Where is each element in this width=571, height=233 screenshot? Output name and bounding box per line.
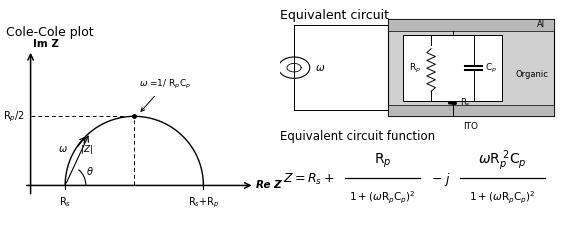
Text: C$_p$: C$_p$ [485, 62, 497, 75]
Text: $|Z|$: $|Z|$ [81, 143, 93, 156]
Text: $-\ j$: $-\ j$ [431, 171, 451, 188]
Bar [403, 35, 502, 101]
Bar [388, 19, 554, 116]
Text: Equivalent circuit function: Equivalent circuit function [280, 130, 435, 143]
Text: ITO: ITO [464, 122, 478, 130]
Text: R$_s$: R$_s$ [460, 97, 471, 109]
Text: $\theta$: $\theta$ [86, 165, 94, 177]
Text: Organic: Organic [515, 70, 548, 79]
Bar [388, 19, 554, 31]
Text: Cole-Cole plot: Cole-Cole plot [6, 26, 93, 39]
Text: $1+(\omega\mathrm{R}_p\mathrm{C}_p)^2$: $1+(\omega\mathrm{R}_p\mathrm{C}_p)^2$ [469, 190, 536, 206]
Text: $1+(\omega\mathrm{R}_p\mathrm{C}_p)^2$: $1+(\omega\mathrm{R}_p\mathrm{C}_p)^2$ [349, 190, 416, 206]
Text: R$_p$/2: R$_p$/2 [3, 109, 25, 123]
Text: R$_s$+R$_p$: R$_s$+R$_p$ [187, 195, 219, 209]
Text: $\omega$ =1/ R$_p$C$_p$: $\omega$ =1/ R$_p$C$_p$ [139, 78, 191, 111]
Text: R$_p$: R$_p$ [409, 62, 421, 75]
Bar [388, 105, 554, 116]
Text: Re Z: Re Z [256, 180, 282, 190]
Text: $\omega$: $\omega$ [315, 63, 325, 73]
Text: $Z = R_s +$: $Z = R_s +$ [283, 172, 334, 187]
Text: Equivalent circuit: Equivalent circuit [280, 9, 389, 22]
Text: Al: Al [537, 21, 545, 29]
Text: R$_s$: R$_s$ [59, 195, 71, 209]
Text: $\mathrm{R}_p$: $\mathrm{R}_p$ [374, 151, 391, 170]
Text: $\omega\mathrm{R}_p^{\ 2}\mathrm{C}_p$: $\omega\mathrm{R}_p^{\ 2}\mathrm{C}_p$ [478, 148, 527, 173]
Text: $\omega$: $\omega$ [58, 144, 67, 154]
Text: Im Z: Im Z [33, 39, 59, 49]
